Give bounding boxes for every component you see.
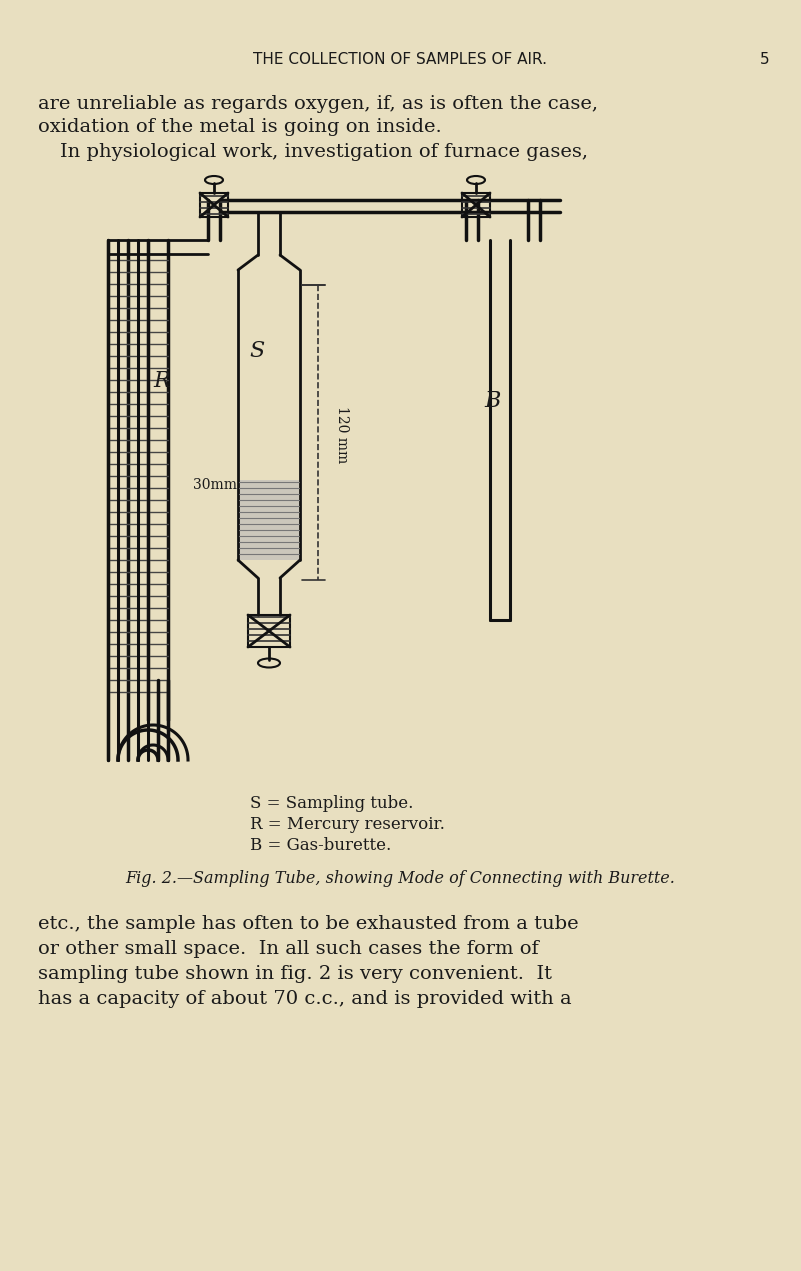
Bar (239, 480, 299, 561)
Text: R = Mercury reservoir.: R = Mercury reservoir. (250, 816, 445, 833)
Ellipse shape (467, 175, 485, 184)
Text: 120 mm: 120 mm (335, 407, 349, 464)
Ellipse shape (205, 175, 223, 184)
Text: R: R (154, 370, 171, 391)
Text: etc., the sample has often to be exhausted from a tube: etc., the sample has often to be exhaust… (38, 915, 578, 933)
Text: has a capacity of about 70 c.c., and is provided with a: has a capacity of about 70 c.c., and is … (38, 990, 572, 1008)
Text: 5: 5 (760, 52, 770, 67)
Text: 30mm: 30mm (193, 478, 237, 492)
Bar (200, 193, 228, 217)
Text: are unreliable as regards oxygen, if, as is often the case,: are unreliable as regards oxygen, if, as… (38, 95, 598, 113)
Text: Fig. 2.—Sampling Tube, showing Mode of Connecting with Burette.: Fig. 2.—Sampling Tube, showing Mode of C… (125, 871, 675, 887)
Text: In physiological work, investigation of furnace gases,: In physiological work, investigation of … (60, 144, 588, 161)
Text: sampling tube shown in fig. 2 is very convenient.  It: sampling tube shown in fig. 2 is very co… (38, 965, 552, 982)
Ellipse shape (258, 658, 280, 667)
Text: or other small space.  In all such cases the form of: or other small space. In all such cases … (38, 941, 539, 958)
Text: B: B (485, 390, 501, 412)
Bar (248, 615, 290, 647)
Text: S: S (249, 341, 264, 362)
Text: oxidation of the metal is going on inside.: oxidation of the metal is going on insid… (38, 118, 441, 136)
Bar (462, 193, 490, 217)
Text: S = Sampling tube.: S = Sampling tube. (250, 794, 413, 812)
Text: B = Gas-burette.: B = Gas-burette. (250, 838, 391, 854)
Text: THE COLLECTION OF SAMPLES OF AIR.: THE COLLECTION OF SAMPLES OF AIR. (253, 52, 547, 67)
